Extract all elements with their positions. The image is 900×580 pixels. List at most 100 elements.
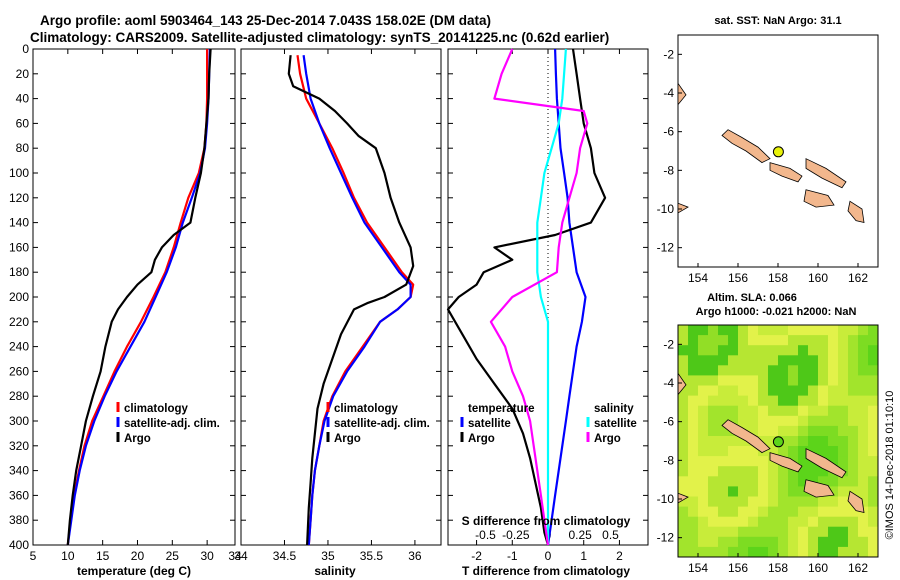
x-tick-label: 1 — [580, 549, 587, 563]
sla-cell — [728, 405, 739, 417]
sla-cell — [688, 526, 699, 538]
sla-cell — [778, 395, 789, 407]
sla-cell — [858, 466, 869, 477]
sla-cell — [848, 415, 859, 427]
sla-cell — [858, 516, 869, 528]
sla-cell — [828, 496, 839, 508]
sst-map-title: sat. SST: NaN Argo: 31.1 — [714, 15, 841, 27]
sla-cell — [868, 486, 878, 498]
sla-cell — [818, 355, 829, 366]
sla-cell — [698, 466, 709, 477]
x-tick-label: 158 — [768, 271, 788, 285]
difference-series — [446, 48, 607, 546]
sla-cell — [718, 546, 729, 557]
sla-cell — [688, 436, 699, 447]
sla-cell — [678, 335, 689, 346]
y-tick-label: 220 — [9, 315, 29, 329]
x-tick-label: 30 — [200, 549, 214, 563]
sla-cell — [748, 526, 759, 538]
sla-cell — [718, 385, 729, 397]
sla-cell — [688, 425, 699, 437]
sla-cell — [788, 496, 799, 508]
sla-cell — [858, 405, 869, 417]
sla-cell — [828, 385, 839, 397]
sla-cell — [708, 496, 719, 508]
sla-cell — [728, 395, 739, 407]
legend-temperature-title: temperature — [468, 403, 534, 415]
y-tick-label: 100 — [9, 166, 29, 180]
sla-cell — [758, 335, 769, 346]
difference-legend: temperature satellite Argo salinity sate… — [460, 403, 637, 445]
sla-cell — [688, 415, 699, 427]
sla-cell — [688, 476, 699, 487]
sla-cell — [848, 546, 859, 557]
y-tick-label: 260 — [9, 364, 29, 378]
sla-cell — [758, 375, 769, 387]
legend-argo: Argo — [124, 433, 151, 445]
sla-cell — [728, 345, 739, 356]
sla-cell — [708, 456, 719, 467]
sla-cell — [718, 536, 729, 548]
sla-map: Altim. SLA: 0.066 Argo h1000: -0.021 h20… — [657, 292, 879, 575]
sla-cell — [708, 546, 719, 557]
sla-cell — [798, 395, 809, 407]
sla-cell — [788, 355, 799, 366]
sla-cell — [858, 335, 869, 346]
y-tick-label: -8 — [663, 163, 674, 177]
sla-cell — [678, 355, 689, 366]
sla-cell — [698, 476, 709, 487]
y-tick-label: -6 — [663, 125, 674, 139]
sla-cell — [868, 526, 878, 538]
sla-cell — [858, 526, 869, 538]
sla-cell — [738, 325, 749, 336]
sla-cell — [698, 395, 709, 407]
sla-cell — [778, 365, 789, 376]
sla-cell — [678, 516, 689, 528]
sla-cell — [768, 476, 779, 487]
sla-cell — [718, 355, 729, 366]
legend-s-satellite: satellite — [594, 418, 637, 430]
sla-cell — [798, 365, 809, 376]
sla-cell — [728, 496, 739, 508]
sla-cell — [778, 385, 789, 397]
sla-cell — [768, 425, 779, 437]
s-tick-label: -0.5 — [475, 528, 496, 542]
sla-cell — [678, 385, 689, 397]
sla-cell — [848, 365, 859, 376]
sla-cell — [818, 476, 829, 487]
sla-cell — [758, 466, 769, 477]
sla-cell — [828, 546, 839, 557]
sla-cell — [868, 365, 878, 376]
sla-cell — [758, 546, 769, 557]
sla-cell — [698, 415, 709, 427]
title-line-1: Argo profile: aoml 5903464_143 25-Dec-20… — [40, 13, 491, 28]
sla-cell — [708, 355, 719, 366]
sla-cell — [858, 476, 869, 487]
sla-cell — [808, 526, 819, 538]
y-tick-label: 380 — [9, 513, 29, 527]
sla-cell — [818, 425, 829, 437]
sla-cell — [738, 395, 749, 407]
sla-cell — [678, 526, 689, 538]
sla-cell — [828, 446, 839, 457]
sla-cell — [718, 516, 729, 528]
sla-cell — [838, 486, 849, 498]
sla-cell — [708, 395, 719, 407]
sla-cell — [758, 526, 769, 538]
sla-cell — [708, 425, 719, 437]
sla-cell — [758, 415, 769, 427]
argo-marker — [772, 436, 784, 448]
sla-cell — [788, 436, 799, 447]
sla-cell — [858, 345, 869, 356]
sla-cell — [718, 506, 729, 518]
sla-cell — [728, 335, 739, 346]
sla-cell — [718, 425, 729, 437]
sla-cell — [788, 375, 799, 387]
sla-cell — [858, 436, 869, 447]
sla-cell — [718, 395, 729, 407]
sla-cell — [828, 405, 839, 417]
sla-cell — [838, 345, 849, 356]
series-line-satellite-adj-clim- — [302, 55, 412, 546]
series-line-temperature-argo — [446, 48, 607, 546]
